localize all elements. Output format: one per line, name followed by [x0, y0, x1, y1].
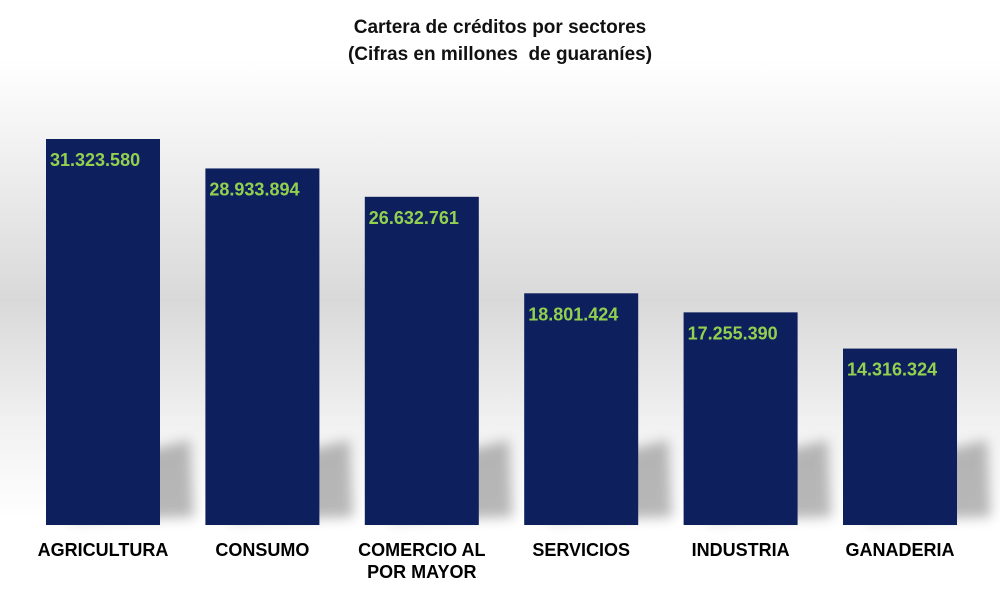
bar-servicios — [524, 293, 639, 525]
category-label: INDUSTRIA — [692, 540, 790, 560]
data-label: 18.801.424 — [528, 304, 618, 324]
bar-ganaderia — [843, 348, 957, 525]
data-label: 28.933.894 — [209, 179, 299, 199]
bar-comercio-al-por-mayor — [364, 196, 479, 526]
category-label: GANADERIA — [845, 540, 954, 560]
bar-consumo — [205, 168, 320, 525]
chart-title-block: Cartera de créditos por sectores (Cifras… — [0, 14, 1000, 68]
data-labels-group: 31.323.580 28.933.894 26.632.761 18.801.424… — [50, 150, 937, 380]
category-label: AGRICULTURA — [38, 540, 169, 560]
category-label: SERVICIOS — [532, 540, 630, 560]
bar-agricultura — [46, 139, 160, 525]
chart-subtitle: (Cifras en millones de guaraníes) — [347, 44, 653, 65]
category-label: COMERCIO AL — [358, 540, 485, 560]
bar-industria — [683, 312, 798, 525]
chart-title: Cartera de créditos por sectores — [353, 17, 647, 38]
category-label: POR MAYOR — [367, 562, 476, 582]
data-label: 17.255.390 — [688, 323, 778, 343]
data-label: 31.323.580 — [50, 150, 140, 170]
bars-group — [46, 139, 957, 526]
data-label: 14.316.324 — [847, 360, 937, 380]
category-label: CONSUMO — [215, 540, 309, 560]
data-label: 26.632.761 — [369, 208, 459, 228]
